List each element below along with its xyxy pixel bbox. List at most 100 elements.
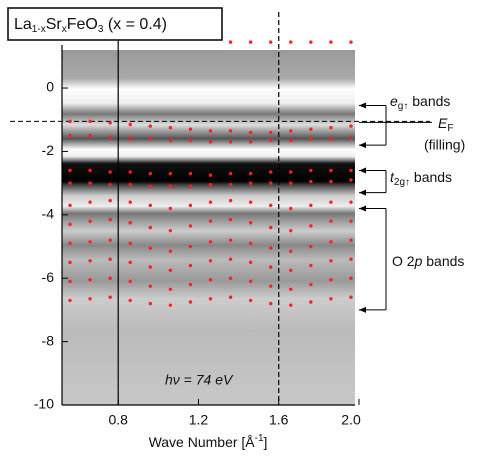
data-point — [269, 181, 273, 185]
data-point — [269, 225, 273, 230]
title-box — [7, 7, 223, 41]
data-point — [208, 240, 213, 244]
data-point — [289, 287, 293, 292]
data-point — [248, 298, 253, 303]
data-point — [88, 240, 92, 244]
data-point — [248, 279, 253, 284]
data-point — [148, 203, 153, 208]
fermi-label: EF — [438, 115, 453, 134]
data-point — [349, 40, 353, 44]
band-label: eg↑ bands — [390, 93, 450, 112]
data-point — [148, 225, 153, 230]
data-point — [309, 224, 313, 228]
y-tick-label: -4 — [42, 206, 55, 222]
x-tick-label: 1.6 — [269, 412, 289, 428]
data-point — [208, 200, 213, 204]
data-point — [269, 265, 273, 269]
data-point — [349, 168, 353, 173]
data-point — [309, 179, 313, 184]
data-point — [269, 203, 273, 208]
data-point — [168, 125, 173, 130]
data-point — [68, 119, 72, 124]
data-point — [349, 257, 353, 261]
data-point — [108, 276, 112, 280]
data-point — [289, 268, 293, 272]
data-point — [88, 181, 92, 185]
data-point — [128, 241, 132, 246]
data-point — [329, 278, 333, 282]
data-point — [108, 198, 112, 203]
data-point — [228, 129, 233, 133]
data-point — [88, 168, 92, 173]
data-point — [68, 279, 72, 284]
y-tick-label: 0 — [46, 79, 54, 95]
data-point — [108, 238, 112, 242]
data-point — [309, 40, 313, 44]
data-point — [349, 124, 353, 128]
data-point — [349, 295, 353, 299]
data-point — [168, 184, 173, 188]
data-point — [208, 297, 213, 301]
data-point — [128, 170, 132, 174]
data-point — [248, 140, 253, 144]
data-point — [329, 297, 333, 301]
data-point — [128, 122, 132, 127]
data-point — [248, 171, 253, 176]
data-point — [289, 129, 293, 133]
data-point — [148, 171, 153, 176]
data-point — [309, 203, 313, 208]
data-point — [148, 184, 153, 188]
data-point — [289, 303, 293, 307]
data-point — [128, 183, 132, 187]
data-point — [269, 40, 273, 44]
data-point — [168, 268, 173, 272]
data-point — [349, 178, 353, 182]
data-point — [68, 260, 72, 265]
data-point — [329, 259, 333, 263]
y-tick-label: -2 — [42, 142, 55, 158]
data-point — [269, 138, 273, 143]
data-point — [208, 173, 213, 177]
data-point — [228, 40, 233, 44]
data-point — [228, 140, 233, 144]
data-point — [188, 138, 193, 143]
data-point — [269, 170, 273, 174]
arrow-head — [359, 102, 366, 109]
data-point — [248, 241, 253, 246]
data-point — [329, 219, 333, 223]
data-point — [208, 140, 213, 144]
data-point — [68, 168, 72, 173]
data-point — [208, 278, 213, 282]
data-point — [68, 133, 72, 138]
data-point — [208, 259, 213, 263]
data-point — [188, 224, 193, 228]
y-tick-label: -6 — [42, 269, 55, 285]
data-point — [88, 119, 92, 124]
data-point — [188, 171, 193, 176]
data-point — [269, 246, 273, 250]
data-point — [309, 137, 313, 141]
data-point — [108, 135, 112, 139]
data-point — [168, 228, 173, 233]
data-point — [289, 170, 293, 174]
data-point — [108, 295, 112, 299]
data-point — [269, 301, 273, 306]
data-point — [68, 181, 72, 185]
data-point — [289, 40, 293, 44]
data-point — [248, 200, 253, 204]
data-point — [228, 217, 233, 222]
data-point — [128, 260, 132, 265]
data-point — [329, 200, 333, 204]
data-point — [168, 249, 173, 253]
data-point — [289, 228, 293, 233]
data-point — [128, 200, 132, 204]
band-label: O 2p bands — [392, 253, 464, 269]
arrow-head — [359, 167, 366, 174]
intensity-map — [62, 50, 355, 405]
data-point — [349, 135, 353, 139]
band-label: t2g↑ bands — [390, 169, 452, 188]
data-point — [248, 40, 253, 44]
data-point — [309, 127, 313, 131]
data-point — [329, 179, 333, 184]
data-point — [168, 303, 173, 307]
